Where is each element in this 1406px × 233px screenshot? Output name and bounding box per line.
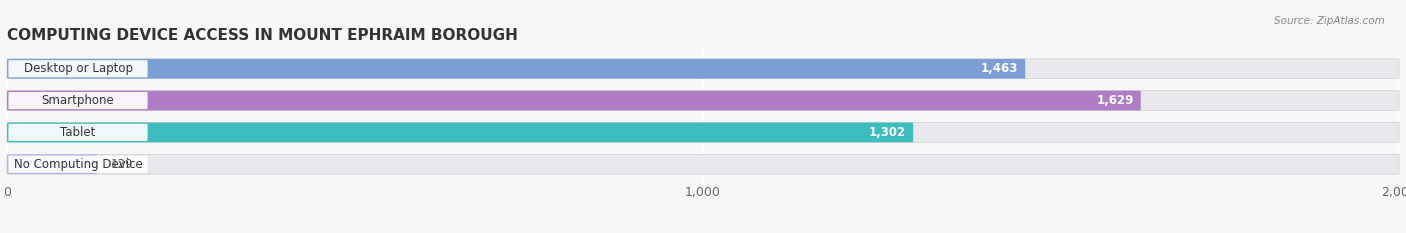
FancyBboxPatch shape [7, 59, 1399, 79]
FancyBboxPatch shape [7, 91, 1140, 110]
Text: Source: ZipAtlas.com: Source: ZipAtlas.com [1274, 16, 1385, 26]
FancyBboxPatch shape [8, 156, 148, 173]
FancyBboxPatch shape [7, 154, 97, 174]
Text: 129: 129 [111, 158, 134, 171]
Text: Smartphone: Smartphone [42, 94, 114, 107]
FancyBboxPatch shape [7, 123, 1399, 142]
Text: 1,463: 1,463 [981, 62, 1018, 75]
FancyBboxPatch shape [7, 154, 1399, 174]
FancyBboxPatch shape [7, 59, 1025, 79]
FancyBboxPatch shape [8, 124, 148, 141]
Text: 1,629: 1,629 [1097, 94, 1133, 107]
Text: 1,302: 1,302 [869, 126, 907, 139]
FancyBboxPatch shape [7, 123, 912, 142]
Text: Desktop or Laptop: Desktop or Laptop [24, 62, 132, 75]
FancyBboxPatch shape [8, 92, 148, 109]
Text: Tablet: Tablet [60, 126, 96, 139]
FancyBboxPatch shape [7, 91, 1399, 110]
FancyBboxPatch shape [8, 60, 148, 77]
Text: No Computing Device: No Computing Device [14, 158, 142, 171]
Text: COMPUTING DEVICE ACCESS IN MOUNT EPHRAIM BOROUGH: COMPUTING DEVICE ACCESS IN MOUNT EPHRAIM… [7, 28, 517, 43]
